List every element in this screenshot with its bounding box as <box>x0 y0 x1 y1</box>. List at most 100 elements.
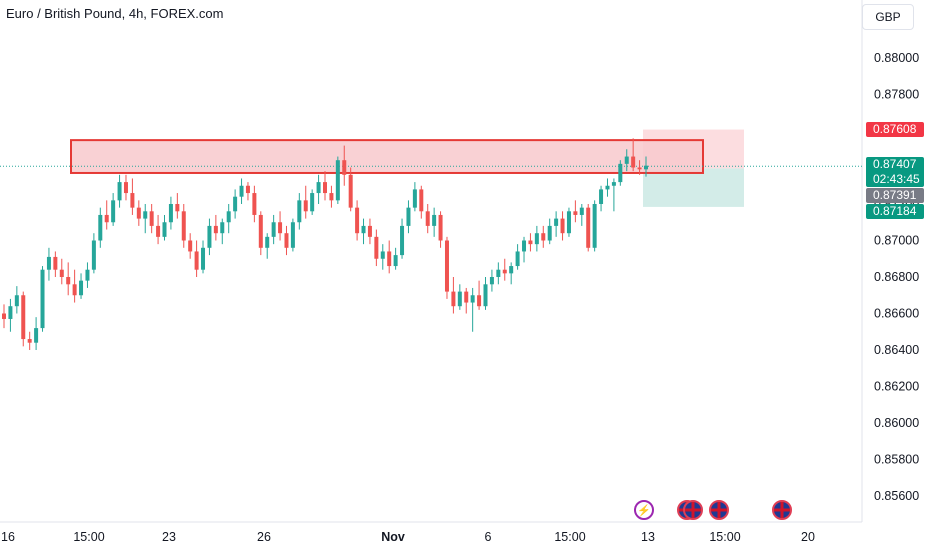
y-tick-label: 0.86600 <box>874 307 919 321</box>
x-tick-label: 26 <box>257 530 271 544</box>
candle-body <box>181 211 186 241</box>
candle-body <box>470 295 475 303</box>
candle-body <box>367 225 372 237</box>
candle-body <box>104 214 109 223</box>
candle-body <box>111 200 116 223</box>
x-tick-label: 23 <box>162 530 176 544</box>
candle-body <box>599 189 604 204</box>
candle-body <box>342 160 347 175</box>
candle-body <box>355 207 360 234</box>
candle-body <box>213 225 218 234</box>
candle-body <box>8 306 13 319</box>
chart-title: Euro / British Pound, 4h, FOREX.com <box>6 6 224 21</box>
candle-body <box>79 280 84 296</box>
candle-body <box>457 291 462 307</box>
candle-body <box>117 182 122 201</box>
candle-body <box>400 225 405 256</box>
x-tick-label: 6 <box>485 530 492 544</box>
x-tick-label: Nov <box>381 530 405 544</box>
x-tick-label: 15:00 <box>709 530 740 544</box>
currency-button[interactable]: GBP <box>862 4 914 30</box>
candle-body <box>168 204 173 223</box>
y-tick-label: 0.87800 <box>874 88 919 102</box>
stop-zone <box>643 168 744 207</box>
candle-body <box>21 295 26 340</box>
candle-body <box>303 200 308 212</box>
candle-body <box>605 185 610 190</box>
candle-body <box>624 156 629 164</box>
candle-body <box>123 182 128 194</box>
candle-body <box>2 313 6 319</box>
y-tick-label: 0.88000 <box>874 51 919 65</box>
candle-body <box>40 269 45 329</box>
candle-body <box>541 233 546 241</box>
candle-body <box>611 182 616 186</box>
candle-body <box>631 156 636 168</box>
candle-body <box>566 211 571 234</box>
candle-body <box>323 182 327 194</box>
candle-body <box>496 269 501 277</box>
candle-body <box>335 160 340 201</box>
candle-body <box>438 214 443 241</box>
candle-body <box>188 240 193 252</box>
candle-body <box>406 207 411 226</box>
candle-body <box>618 163 623 183</box>
candle-body <box>547 225 552 241</box>
candle-body <box>130 193 135 208</box>
candle-body <box>387 251 392 267</box>
candle-body <box>14 295 19 307</box>
candle-body <box>586 207 591 248</box>
x-tick-label: 15:00 <box>554 530 585 544</box>
candle-body <box>432 214 437 226</box>
candle-body <box>265 236 270 248</box>
candle-body <box>156 225 161 237</box>
candle-body <box>271 222 276 237</box>
candle-body <box>393 255 398 267</box>
candle-body <box>637 167 642 170</box>
candle-body <box>528 240 533 245</box>
candle-body <box>143 211 148 219</box>
candle-body <box>560 218 565 234</box>
candle-body <box>425 211 430 226</box>
candle-body <box>59 269 64 277</box>
candle-body <box>220 222 225 234</box>
candle-body <box>444 240 449 292</box>
candle-body <box>91 240 96 270</box>
candle-body <box>201 247 206 270</box>
candle-body <box>162 222 167 237</box>
candle-body <box>534 233 539 245</box>
candle-body <box>374 236 379 259</box>
uk-flag-icon[interactable] <box>772 500 792 520</box>
candle-body <box>502 269 507 274</box>
candle-body <box>451 291 456 307</box>
candle-body <box>34 328 39 343</box>
candle-body <box>592 204 597 248</box>
bar-countdown: 02:43:45 <box>866 172 924 187</box>
candle-body <box>226 211 231 223</box>
y-tick-label: 0.86400 <box>874 343 919 357</box>
candle-body <box>554 218 559 226</box>
resistance-zone <box>70 139 704 174</box>
uk-flag-icon[interactable] <box>683 500 703 520</box>
candle-body <box>149 211 154 226</box>
candle-body <box>329 193 334 201</box>
candle-body <box>316 182 321 194</box>
y-tick-label: 0.86800 <box>874 270 919 284</box>
candle-body <box>310 193 315 212</box>
lightning-icon[interactable]: ⚡ <box>634 500 654 520</box>
candle-body <box>579 207 584 215</box>
bid-price-tag: 0.87391 <box>866 188 924 203</box>
candle-body <box>136 207 141 219</box>
candle-body <box>175 204 180 212</box>
candle-body <box>515 251 520 267</box>
x-tick-label: 16 <box>1 530 15 544</box>
y-tick-label: 0.86000 <box>874 416 919 430</box>
candle-body <box>522 240 527 252</box>
candle-body <box>46 256 51 270</box>
target-price-tag: 0.87608 <box>866 122 924 137</box>
candle-body <box>297 200 302 223</box>
candle-body <box>233 196 238 212</box>
uk-flag-icon[interactable] <box>709 500 729 520</box>
y-tick-label: 0.85800 <box>874 453 919 467</box>
